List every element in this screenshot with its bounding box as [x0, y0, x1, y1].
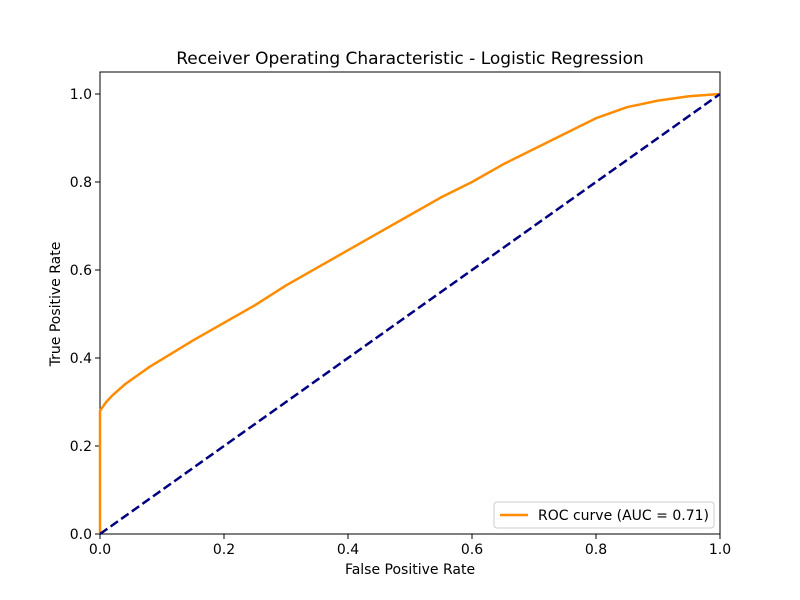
chart-title: Receiver Operating Characteristic - Logi…	[176, 49, 644, 69]
legend-label: ROC curve (AUC = 0.71)	[538, 508, 709, 524]
y-tick-label: 0.0	[70, 527, 92, 543]
series-layer	[98, 92, 721, 536]
y-axis-label: True Positive Rate	[48, 242, 64, 368]
x-axis-label: False Positive Rate	[345, 562, 475, 578]
chance-diagonal-line	[99, 92, 721, 536]
roc-curve-line	[98, 92, 721, 534]
x-tick-label: 0.6	[461, 542, 483, 558]
y-tick-label: 1.0	[70, 87, 92, 103]
plot-frame	[99, 71, 721, 535]
legend: ROC curve (AUC = 0.71)	[493, 501, 715, 529]
x-tick-label: 1.0	[709, 542, 731, 558]
x-tick-label: 0.2	[213, 542, 235, 558]
y-tick-label: 0.4	[70, 351, 92, 367]
x-tick-label: 0.4	[337, 542, 359, 558]
y-tick-label: 0.6	[70, 263, 92, 279]
x-tick-label: 0.0	[89, 542, 111, 558]
y-tick-label: 0.8	[70, 175, 92, 191]
legend-box	[493, 501, 715, 529]
y-axis-ticks: 0.0 0.2 0.4 0.6 0.8 1.0	[70, 87, 100, 543]
x-tick-label: 0.8	[585, 542, 607, 558]
y-tick-label: 0.2	[70, 439, 92, 455]
plot-area	[99, 71, 721, 535]
x-axis-ticks: 0.0 0.2 0.4 0.6 0.8 1.0	[89, 534, 731, 558]
